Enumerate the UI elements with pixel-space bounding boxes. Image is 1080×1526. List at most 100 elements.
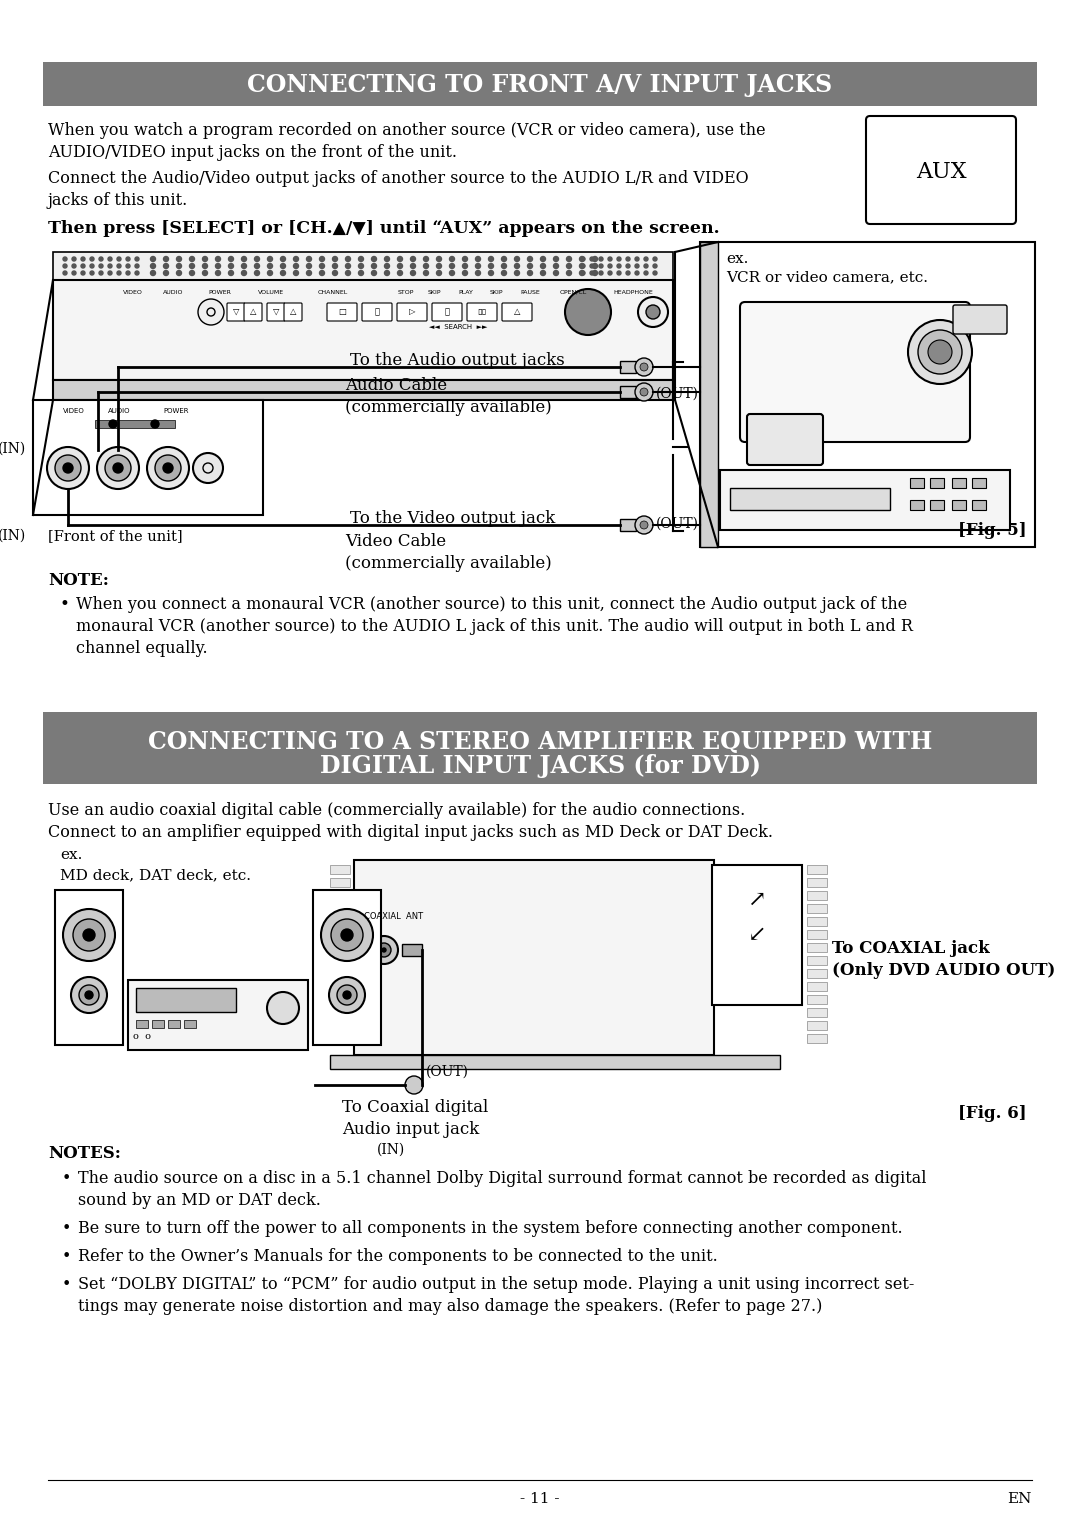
Circle shape <box>644 264 648 269</box>
Circle shape <box>540 256 545 261</box>
Text: Then press [SELECT] or [CH.▲/▼] until “AUX” appears on the screen.: Then press [SELECT] or [CH.▲/▼] until “A… <box>48 220 719 237</box>
Circle shape <box>83 929 95 942</box>
Circle shape <box>635 256 639 261</box>
Bar <box>330 1009 350 1016</box>
Circle shape <box>626 256 630 261</box>
Circle shape <box>189 264 194 269</box>
Text: ▯▯: ▯▯ <box>477 308 487 316</box>
Circle shape <box>397 270 403 276</box>
Circle shape <box>554 264 558 269</box>
Text: SKIP: SKIP <box>490 290 503 295</box>
Circle shape <box>150 270 156 276</box>
Text: To the Audio output jacks: To the Audio output jacks <box>350 353 565 369</box>
Circle shape <box>99 264 103 269</box>
Circle shape <box>108 272 112 275</box>
Text: △: △ <box>514 308 521 316</box>
Circle shape <box>554 270 558 276</box>
Bar <box>807 891 827 900</box>
Circle shape <box>81 264 85 269</box>
Text: The audio source on a disc in a 5.1 channel Dolby Digital surround format cannot: The audio source on a disc in a 5.1 chan… <box>78 1170 927 1187</box>
FancyBboxPatch shape <box>747 414 823 465</box>
Circle shape <box>294 264 298 269</box>
Circle shape <box>255 256 259 261</box>
Text: [Fig. 5]: [Fig. 5] <box>958 522 1027 539</box>
Text: POWER: POWER <box>163 407 189 414</box>
Bar <box>43 63 1037 105</box>
Circle shape <box>397 264 403 269</box>
Circle shape <box>333 256 337 261</box>
Circle shape <box>635 272 639 275</box>
Circle shape <box>384 270 390 276</box>
Circle shape <box>527 264 532 269</box>
Circle shape <box>193 453 222 484</box>
Circle shape <box>436 256 442 261</box>
Circle shape <box>626 264 630 269</box>
Circle shape <box>644 272 648 275</box>
Bar <box>330 865 350 874</box>
Bar <box>55 890 123 1045</box>
Circle shape <box>638 298 669 327</box>
Text: channel equally.: channel equally. <box>76 639 207 658</box>
Circle shape <box>150 264 156 269</box>
Bar <box>620 362 636 372</box>
Circle shape <box>307 264 311 269</box>
Bar <box>807 955 827 964</box>
Circle shape <box>90 256 94 261</box>
Circle shape <box>176 270 181 276</box>
Circle shape <box>580 270 584 276</box>
Circle shape <box>617 256 621 261</box>
Text: ↙: ↙ <box>747 925 767 946</box>
Bar <box>807 929 827 938</box>
Text: To the Video output jack: To the Video output jack <box>350 510 555 526</box>
Text: (OUT): (OUT) <box>426 1065 469 1079</box>
Bar <box>184 1019 195 1029</box>
Circle shape <box>488 264 494 269</box>
Circle shape <box>593 256 597 261</box>
Text: AUX: AUX <box>916 162 967 183</box>
Text: •: • <box>62 1170 71 1187</box>
Circle shape <box>268 264 272 269</box>
Circle shape <box>475 264 481 269</box>
Circle shape <box>514 270 519 276</box>
Circle shape <box>198 299 224 325</box>
Text: •: • <box>60 597 70 613</box>
Bar <box>700 243 718 546</box>
Circle shape <box>242 270 246 276</box>
Bar <box>53 252 673 279</box>
Text: Audio input jack: Audio input jack <box>342 1122 480 1138</box>
Circle shape <box>581 256 585 261</box>
Circle shape <box>281 256 285 261</box>
Text: (Only DVD AUDIO OUT): (Only DVD AUDIO OUT) <box>832 961 1055 980</box>
Bar <box>930 501 944 510</box>
Circle shape <box>229 256 233 261</box>
Circle shape <box>156 455 181 481</box>
Text: OPEN/CL: OPEN/CL <box>561 290 588 295</box>
Bar <box>720 470 1010 530</box>
Circle shape <box>255 270 259 276</box>
Text: Use an audio coaxial digital cable (commercially available) for the audio connec: Use an audio coaxial digital cable (comm… <box>48 803 745 819</box>
Circle shape <box>346 264 351 269</box>
Text: tings may generate noise distortion and may also damage the speakers. (Refer to : tings may generate noise distortion and … <box>78 1299 822 1315</box>
Text: sound by an MD or DAT deck.: sound by an MD or DAT deck. <box>78 1192 321 1209</box>
Bar <box>807 969 827 978</box>
Circle shape <box>81 256 85 261</box>
Bar <box>53 279 673 380</box>
Text: ▷: ▷ <box>408 308 415 316</box>
Text: •: • <box>62 1219 71 1238</box>
Bar <box>807 917 827 926</box>
Circle shape <box>640 363 648 371</box>
Circle shape <box>590 272 594 275</box>
Bar <box>313 890 381 1045</box>
Circle shape <box>593 264 597 269</box>
FancyBboxPatch shape <box>467 304 497 320</box>
Text: △: △ <box>249 308 256 316</box>
FancyBboxPatch shape <box>227 304 245 320</box>
Circle shape <box>63 272 67 275</box>
Text: To Coaxial digital: To Coaxial digital <box>342 1099 488 1116</box>
Circle shape <box>163 270 168 276</box>
Circle shape <box>423 264 429 269</box>
Bar <box>95 420 175 427</box>
Circle shape <box>267 992 299 1024</box>
Circle shape <box>449 264 455 269</box>
Bar <box>330 917 350 926</box>
